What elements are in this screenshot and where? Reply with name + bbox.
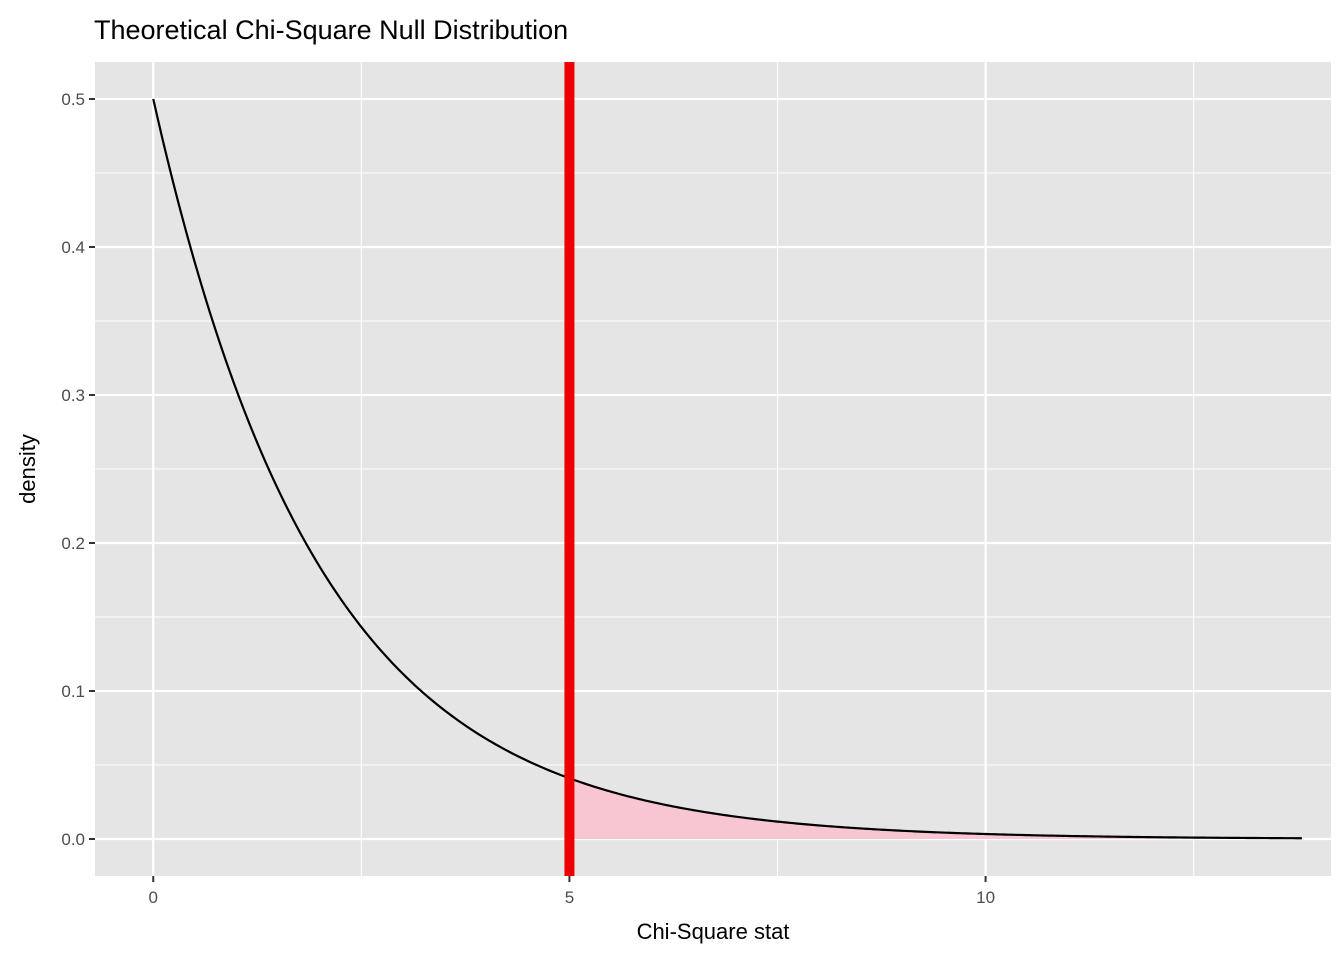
y-tick-label: 0.2 (61, 534, 85, 553)
y-axis: 0.0 0.1 0.2 0.3 0.4 0.5 (61, 90, 95, 849)
y-tick-label: 0.3 (61, 386, 85, 405)
x-axis-title: Chi-Square stat (637, 919, 790, 944)
x-axis: 0 5 10 (149, 876, 995, 907)
density-curve (152, 98, 1302, 840)
y-tick-label: 0.0 (61, 830, 85, 849)
x-tick-label: 0 (149, 888, 158, 907)
x-tick-label: 10 (976, 888, 995, 907)
y-tick-label: 0.4 (61, 238, 85, 257)
x-tick-label: 5 (565, 888, 574, 907)
y-tick-label: 0.1 (61, 682, 85, 701)
chart-title: Theoretical Chi-Square Null Distribution (94, 15, 568, 45)
y-axis-title: density (15, 434, 40, 504)
shaded-tail-area (569, 778, 1302, 839)
y-tick-label: 0.5 (61, 90, 85, 109)
minor-gridlines (95, 62, 1331, 876)
